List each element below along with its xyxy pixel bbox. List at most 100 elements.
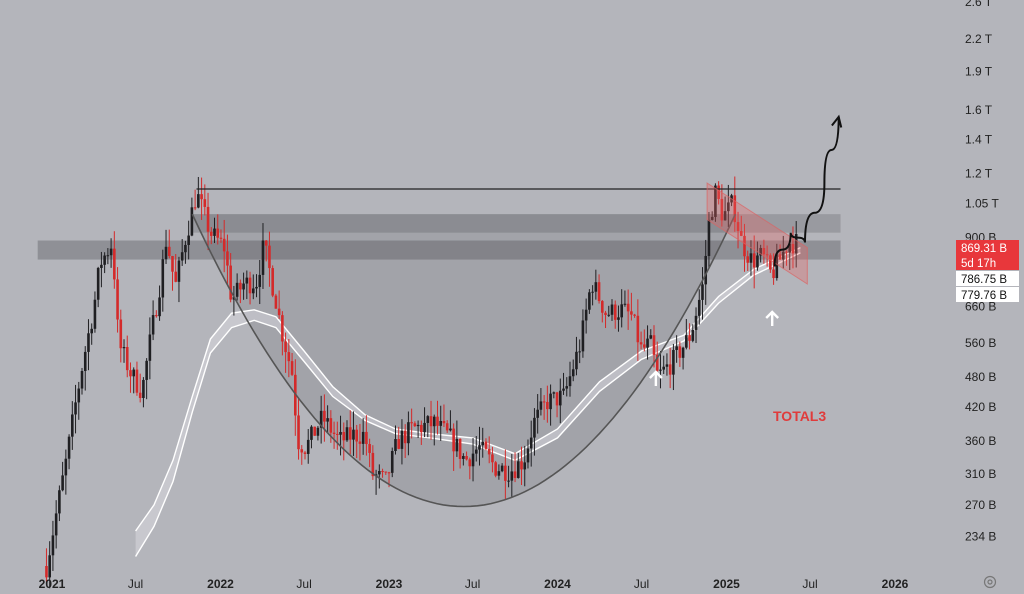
candle-body	[407, 422, 410, 444]
candle-body	[630, 311, 633, 315]
candle-body	[187, 235, 190, 245]
candle-body	[264, 240, 268, 246]
settings-gear-icon[interactable]	[983, 575, 997, 589]
candle-body	[277, 308, 281, 316]
y-axis[interactable]: 2.6 T2.2 T1.9 T1.6 T1.4 T1.2 T1.05 T900 …	[965, 0, 999, 544]
candle-body	[284, 341, 287, 353]
candle-body	[209, 231, 213, 236]
candle-body	[219, 237, 223, 239]
candle-body	[93, 299, 97, 329]
candle-body	[138, 392, 142, 398]
y-tick-label: 1.05 T	[965, 196, 999, 210]
candle-body	[281, 315, 284, 342]
candle-body	[710, 216, 714, 220]
candle-body	[678, 346, 682, 358]
cup-outline	[191, 213, 737, 508]
candle-body	[610, 304, 614, 315]
candle-body	[697, 299, 701, 316]
candle-body	[423, 422, 426, 433]
candle-body	[371, 452, 375, 477]
candle-body	[54, 513, 58, 536]
candle-body	[788, 243, 792, 253]
candle-body	[336, 433, 339, 435]
candle-body	[206, 206, 210, 232]
candle-body	[497, 471, 501, 476]
candle-body	[161, 259, 165, 298]
candle-body	[51, 535, 55, 556]
candle-body	[387, 472, 391, 474]
candle-body	[452, 428, 455, 452]
candle-body	[64, 458, 68, 476]
candle-body	[581, 320, 585, 352]
candles-layer	[45, 176, 798, 589]
candle-body	[258, 274, 262, 287]
candle-body	[510, 471, 514, 481]
up-arrow-marker	[649, 370, 663, 386]
zones-layer	[37, 214, 841, 507]
candle-body	[122, 347, 126, 349]
candle-body	[736, 222, 740, 232]
candle-body	[271, 268, 274, 296]
candle-body	[752, 253, 756, 268]
candle-body	[229, 265, 232, 300]
price-tag-label: 5d 17h	[961, 258, 996, 270]
candle-body	[516, 461, 520, 478]
candle-body	[552, 392, 556, 394]
candle-body	[487, 448, 491, 455]
y-tick-label: 1.2 T	[965, 167, 993, 181]
candle-body	[494, 462, 497, 476]
candle-body	[507, 480, 510, 482]
candle-body	[80, 370, 84, 389]
candle-body	[591, 291, 594, 293]
candle-body	[432, 416, 436, 427]
candle-body	[529, 437, 533, 449]
candle-body	[597, 282, 601, 302]
candle-body	[226, 251, 229, 266]
candle-body	[145, 360, 148, 380]
candle-body	[193, 207, 197, 209]
candle-body	[584, 309, 588, 321]
candle-body	[575, 351, 578, 370]
candle-body	[326, 418, 329, 422]
candle-body	[458, 438, 462, 459]
candle-body	[565, 386, 569, 389]
candle-body	[235, 282, 239, 297]
candle-body	[439, 420, 443, 426]
candle-body	[129, 370, 132, 377]
candle-body	[520, 461, 523, 470]
candle-body	[365, 431, 368, 445]
price-tag-box	[956, 240, 1019, 255]
candle-body	[397, 439, 401, 449]
candle-body	[578, 351, 581, 353]
candle-body	[449, 428, 452, 431]
candle-body	[484, 441, 488, 449]
candle-body	[445, 423, 449, 431]
candle-body	[568, 376, 572, 387]
up-arrow-marker	[765, 310, 780, 326]
candle-body	[791, 243, 795, 254]
candle-body	[167, 246, 171, 257]
candle-body	[733, 195, 737, 223]
candle-body	[756, 255, 759, 268]
y-tick-label: 270 B	[965, 498, 996, 512]
candle-body	[765, 254, 769, 256]
candle-body	[746, 256, 750, 263]
candle-body	[384, 471, 388, 473]
candle-body	[381, 471, 384, 473]
y-tick-label: 1.6 T	[965, 103, 993, 117]
symbol-label: TOTAL3	[773, 408, 826, 424]
candle-body	[523, 462, 527, 470]
candle-body	[659, 369, 662, 371]
candle-body	[513, 471, 517, 478]
projection-arrowhead	[831, 114, 843, 128]
x-tick-label: 2022	[207, 577, 234, 591]
candle-body	[242, 283, 245, 290]
candle-body	[601, 301, 604, 313]
ma-upper-line	[135, 246, 801, 532]
candle-body	[762, 247, 766, 255]
horizontal-band	[37, 240, 841, 260]
candle-body	[45, 566, 48, 578]
candle-body	[142, 379, 145, 398]
x-axis[interactable]: 2021 Jul 2022 Jul 2023 Jul 2024 Jul 2025 Jul 2026	[39, 577, 909, 591]
